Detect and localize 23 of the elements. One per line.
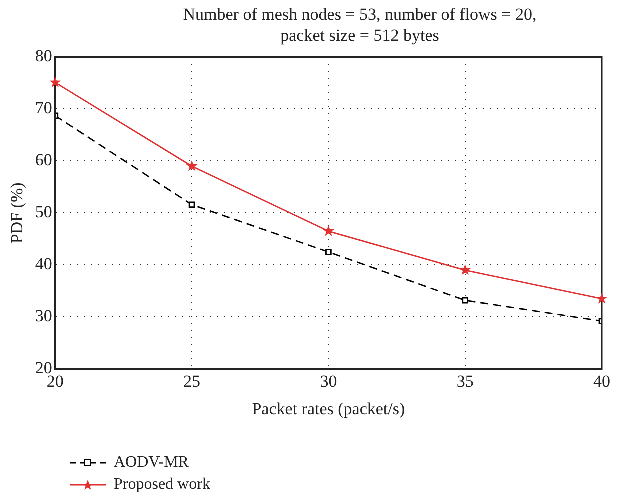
point bbox=[460, 264, 472, 276]
point bbox=[462, 297, 469, 304]
y-tick-label: 70 bbox=[35, 98, 52, 118]
x-axis-title: Packet rates (packet/s) bbox=[252, 399, 406, 418]
point bbox=[188, 202, 196, 208]
y-tick-label: 50 bbox=[35, 202, 52, 222]
point bbox=[322, 225, 334, 236]
point bbox=[326, 249, 332, 256]
y-tick-label: 80 bbox=[35, 46, 52, 66]
x-tick-label: 35 bbox=[456, 372, 474, 391]
x-tick-label: 40 bbox=[594, 372, 610, 391]
y-tick-label: 30 bbox=[35, 306, 52, 326]
legend-label: Proposed work bbox=[114, 476, 210, 494]
point bbox=[186, 160, 198, 172]
point bbox=[596, 293, 608, 304]
y-tick-label: 60 bbox=[35, 150, 52, 170]
y-tick-label: 40 bbox=[35, 254, 52, 274]
legend-label: AODV-MR bbox=[114, 454, 189, 472]
y-axis-title: PDF (%) bbox=[8, 182, 27, 244]
x-tick-label: 25 bbox=[184, 372, 201, 391]
x-tick-label: 30 bbox=[320, 372, 338, 391]
chart-title: Number of mesh nodes = 53, number of flows = 20, packet size = 512 bytes bbox=[182, 4, 538, 46]
point bbox=[50, 76, 62, 88]
